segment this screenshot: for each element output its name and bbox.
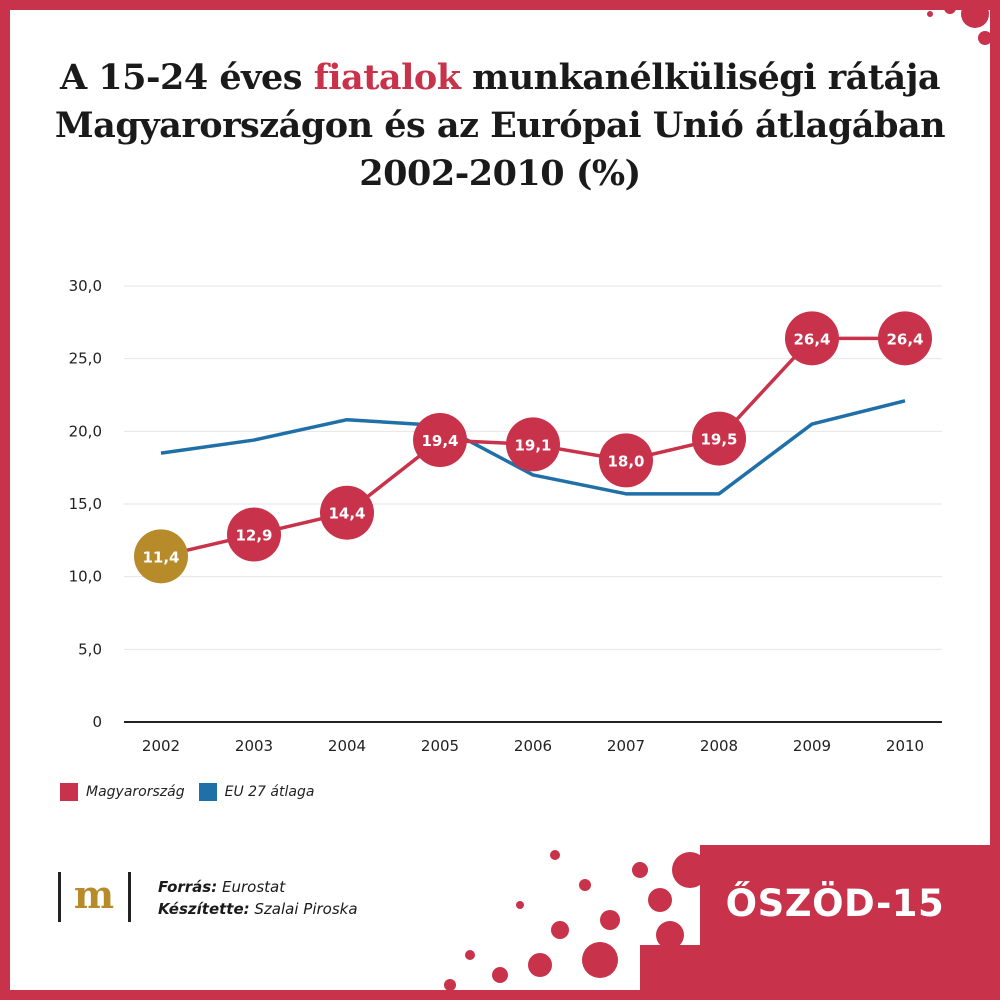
legend-swatch-hungary	[60, 783, 78, 801]
data-point-hungary	[878, 311, 932, 366]
data-label-hungary: 19,1	[514, 436, 551, 454]
legend: Magyarország EU 27 átlaga	[60, 780, 314, 804]
data-label-hungary: 12,9	[235, 527, 272, 545]
data-label-hungary: 11,4	[142, 548, 179, 566]
title-highlight: fiatalok	[313, 57, 461, 98]
chart-title: A 15-24 éves fiatalok munkanélküliségi r…	[40, 54, 960, 198]
logo-bar-right	[128, 872, 131, 922]
badge-text: ŐSZÖD-15	[725, 882, 945, 925]
data-label-hungary: 18,0	[607, 452, 644, 470]
data-point-hungary	[692, 411, 746, 466]
legend-item-eu: EU 27 átlaga	[198, 783, 315, 801]
legend-label-hungary: Magyarország	[86, 784, 185, 800]
series-line-eu	[160, 399, 906, 496]
data-point-hungary	[506, 417, 560, 472]
y-tick-label: 0	[92, 713, 102, 731]
data-label-hungary: 19,4	[421, 432, 458, 450]
data-point-hungary	[413, 413, 467, 468]
legend-item-hungary: Magyarország	[60, 783, 185, 801]
source-line: Forrás: Eurostat	[158, 878, 286, 896]
x-tick-label: 2003	[235, 737, 273, 755]
y-tick-label: 10,0	[69, 568, 102, 586]
x-tick-label: 2008	[700, 737, 738, 755]
y-tick-label: 25,0	[69, 350, 102, 368]
x-tick-label: 2002	[142, 737, 180, 755]
data-label-hungary: 14,4	[328, 505, 365, 523]
author-line: Készítette: Szalai Piroska	[158, 900, 358, 918]
x-tick-label: 2007	[607, 737, 645, 755]
data-point-hungary	[785, 311, 839, 366]
data-label-hungary: 26,4	[886, 330, 923, 348]
publisher-logo: m	[58, 872, 131, 922]
data-label-hungary: 19,5	[700, 431, 737, 449]
x-tick-label: 2004	[328, 737, 366, 755]
y-tick-label: 5,0	[78, 640, 102, 658]
data-point-hungary	[134, 529, 188, 584]
x-tick-label: 2009	[793, 737, 831, 755]
y-tick-label: 30,0	[69, 277, 102, 295]
x-tick-label: 2005	[421, 737, 459, 755]
y-tick-label: 15,0	[69, 495, 102, 513]
title-line-2: Magyarországon és az Európai Unió átlagá…	[54, 105, 946, 146]
y-tick-label: 20,0	[69, 422, 102, 440]
logo-letter: m	[73, 872, 115, 917]
legend-label-eu: EU 27 átlaga	[224, 784, 315, 800]
x-tick-label: 2006	[514, 737, 552, 755]
data-point-hungary	[320, 485, 374, 540]
data-label-hungary: 26,4	[793, 330, 830, 348]
badge-background	[444, 845, 1000, 1000]
legend-swatch-eu	[198, 783, 217, 801]
x-tick-label: 2010	[886, 737, 924, 755]
data-point-hungary	[599, 433, 653, 488]
title-line-1: A 15-24 éves fiatalok munkanélküliségi r…	[59, 57, 941, 98]
logo-bar-left	[58, 872, 61, 922]
credits: Forrás: Eurostat Készítette: Szalai Piro…	[158, 876, 358, 920]
data-point-hungary	[227, 507, 281, 562]
title-line-3: 2002-2010 (%)	[359, 153, 641, 194]
